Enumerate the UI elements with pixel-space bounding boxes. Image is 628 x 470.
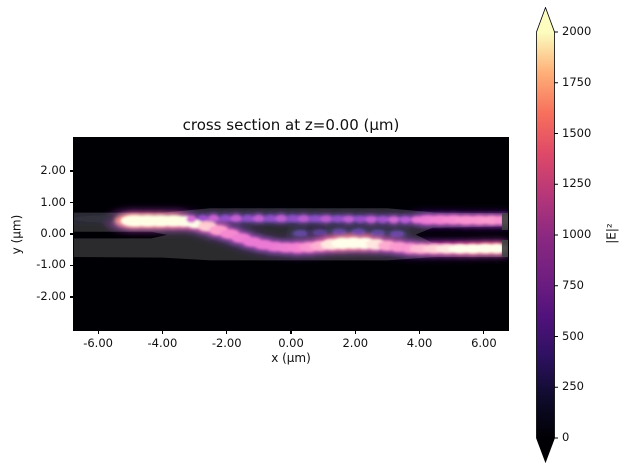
y-tick-label: 1.00 (40, 194, 66, 209)
x-tick-mark (226, 330, 228, 334)
x-tick-label: -2.00 (211, 336, 242, 350)
colorbar-tick-label: 500 (562, 328, 584, 343)
y-tick-mark (70, 264, 74, 267)
plot-title: cross section at z=0.00 (μm) (182, 116, 400, 134)
heatmap-plot-area (73, 137, 509, 331)
colorbar-tick-label: 750 (562, 277, 584, 292)
y-tick-mark (70, 201, 74, 204)
colorbar-body (536, 32, 555, 438)
colorbar-tick-label: 250 (562, 379, 584, 394)
x-tick-mark (161, 330, 163, 334)
x-tick-label: 0.00 (278, 336, 304, 350)
colorbar-tick-label: 0 (562, 430, 570, 444)
colorbar-over-arrow (536, 7, 555, 32)
x-tick-label: 2.00 (342, 336, 369, 350)
colorbar-under-arrow (536, 438, 555, 462)
colorbar-tick-label: 1750 (562, 74, 592, 89)
colorbar: 0 250 500 750 1000 1250 1500 1750 2000 |E|² (536, 6, 628, 467)
colorbar-tick-label: 1500 (562, 125, 592, 140)
x-tick-mark (418, 330, 421, 334)
colorbar-tick-label: 1000 (562, 227, 592, 241)
y-tick-mark (70, 296, 74, 298)
y-tick-label: -1.00 (36, 257, 66, 272)
y-tick-mark (70, 170, 74, 172)
x-axis-label: x (μm) (271, 351, 311, 365)
field-intensity-layer-2 (120, 214, 508, 254)
waveguide-end-stub (501, 213, 508, 230)
x-tick-mark (354, 330, 356, 334)
x-tick-mark (290, 330, 292, 334)
x-tick-label: -6.00 (83, 336, 113, 350)
x-tick-mark (97, 330, 99, 334)
x-tick-mark (483, 330, 485, 334)
y-tick-mark (70, 233, 74, 235)
colorbar-label: |E|² (604, 223, 619, 244)
colorbar-gradient (536, 6, 558, 464)
colorbar-tick-label: 2000 (562, 24, 592, 38)
y-tick-label: 0.00 (40, 226, 66, 240)
heatmap-canvas (74, 138, 508, 330)
colorbar-tick-label: 1250 (562, 176, 592, 191)
y-tick-label: 2.00 (40, 163, 66, 178)
x-tick-label: 6.00 (471, 336, 497, 350)
x-tick-label: 4.00 (406, 336, 433, 350)
waveguide-end-stub (501, 240, 508, 257)
y-tick-label: -2.00 (36, 288, 66, 303)
x-tick-label: -4.00 (147, 336, 178, 350)
